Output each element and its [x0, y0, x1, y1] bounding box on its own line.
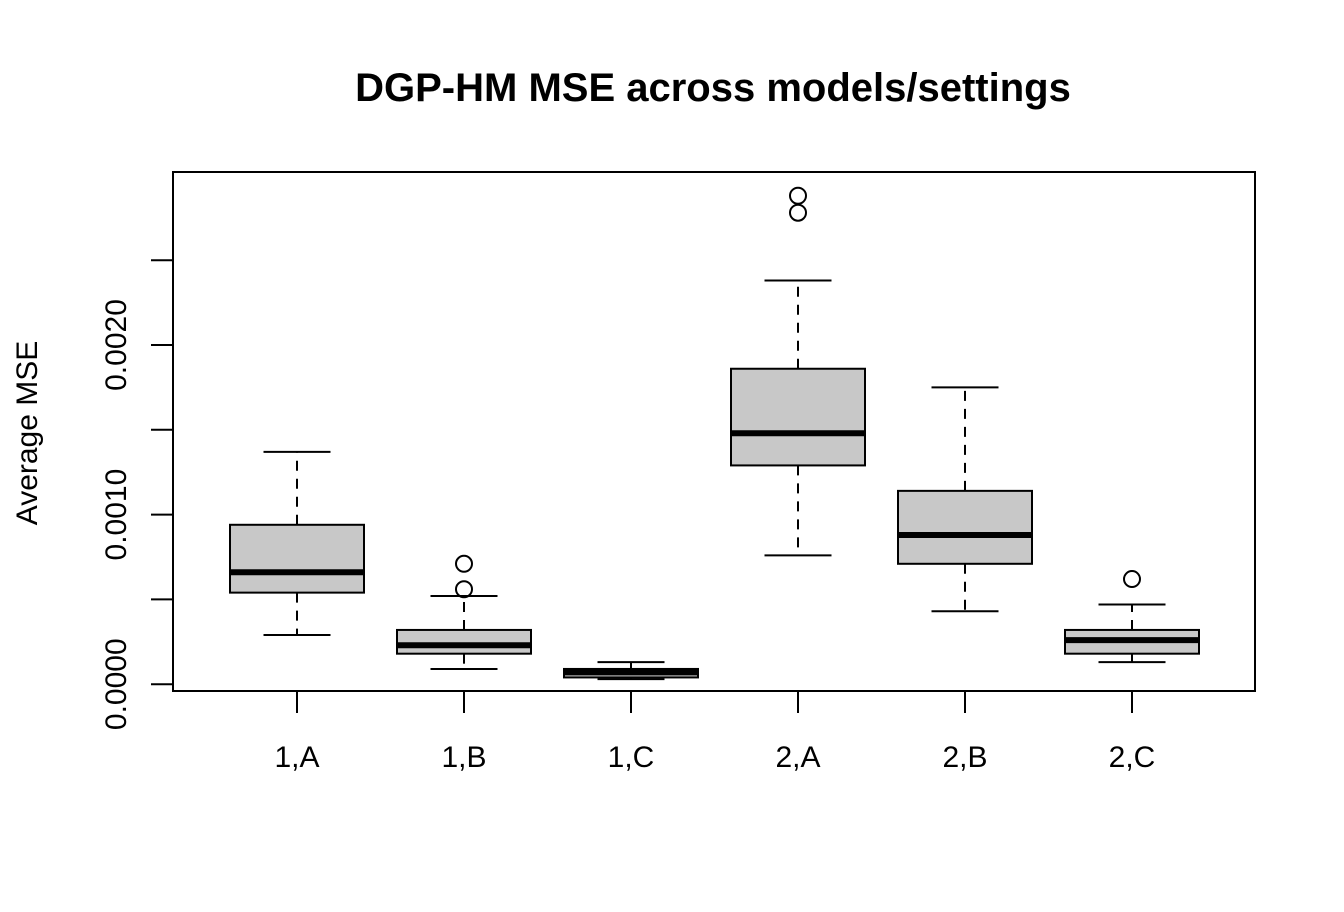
y-axis: 0.0000 0.0010 0.0020 — [100, 259, 173, 730]
box-group-1c — [563, 661, 699, 681]
iqr-box — [396, 628, 532, 655]
box-group-1b — [396, 554, 532, 670]
y-tick-label: 0.0000 — [100, 638, 133, 730]
outlier-point — [789, 186, 807, 205]
outlier-point — [1123, 570, 1141, 589]
y-tick-label: 0.0010 — [100, 469, 133, 561]
x-tick-label: 1,B — [441, 741, 486, 774]
y-axis-label: Average MSE — [11, 341, 44, 526]
x-axis: 1,A 1,B 1,C 2,A 2,B 2,C — [274, 691, 1155, 774]
iqr-box — [229, 523, 365, 594]
x-tick-label: 2,C — [1109, 741, 1156, 774]
box-group-1a — [229, 450, 365, 637]
x-tick-label: 2,B — [942, 741, 987, 774]
boxplot-marks — [229, 186, 1200, 681]
x-tick-label: 1,C — [608, 741, 655, 774]
x-tick-label: 2,A — [775, 741, 820, 774]
chart-title: DGP-HM MSE across models/settings — [355, 66, 1071, 110]
box-group-2c — [1064, 570, 1200, 664]
outlier-point — [455, 580, 473, 599]
box-group-2b — [897, 386, 1033, 613]
y-tick-label: 0.0020 — [100, 299, 133, 391]
iqr-box — [897, 489, 1033, 565]
x-tick-label: 1,A — [274, 741, 319, 774]
outlier-point — [455, 554, 473, 573]
iqr-box — [730, 367, 866, 467]
plot-frame — [172, 171, 1256, 692]
box-group-2a — [730, 186, 866, 557]
